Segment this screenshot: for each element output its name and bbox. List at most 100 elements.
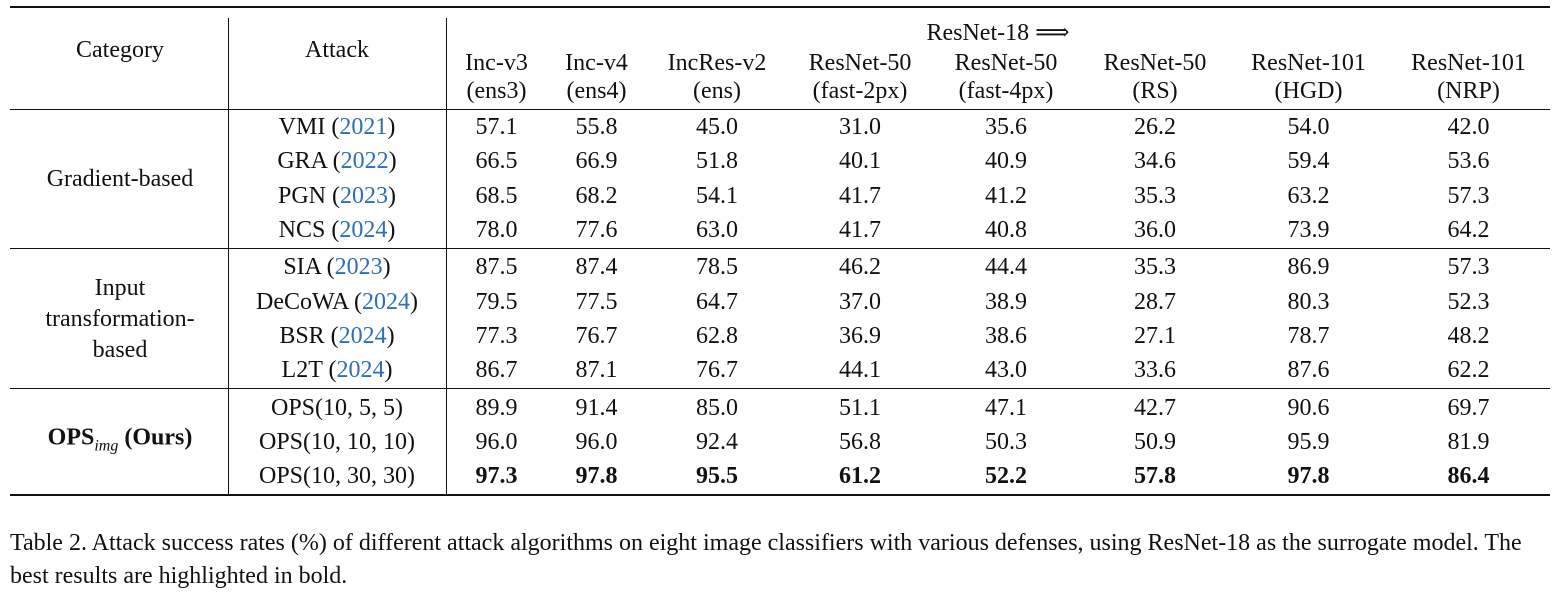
cell: 96.0	[575, 428, 618, 455]
attack-text: OPS(10, 30, 30)	[258, 463, 416, 490]
cell: 97.8	[575, 463, 618, 490]
rule	[10, 494, 1550, 497]
cell: 97.3	[475, 463, 518, 490]
attack: VMI (2021)	[279, 113, 396, 141]
cell: 52.2	[985, 463, 1027, 490]
category-text: OPS	[47, 424, 95, 451]
cell: 35.3	[1134, 182, 1176, 209]
cell: 34.6	[1134, 148, 1176, 175]
attack-text: PGN (	[277, 182, 341, 209]
cell: 44.4	[985, 254, 1027, 281]
cell: 90.6	[1287, 394, 1330, 421]
attack-text: OPS(10, 10, 10)	[258, 428, 416, 455]
cell: 46.2	[839, 254, 881, 281]
attack: OPS(10, 10, 10)	[259, 428, 415, 456]
column-header: Inc-v3	[465, 50, 528, 76]
cell: 66.5	[475, 148, 518, 175]
category: OPSimg (Ours)	[48, 423, 193, 460]
cell: 69.7	[1447, 394, 1490, 421]
cell: 77.6	[575, 217, 618, 244]
category: transformation-	[45, 305, 195, 332]
attack: SIA (2023)	[283, 253, 390, 281]
cell: 43.0	[985, 357, 1027, 384]
attack-text: )	[387, 217, 396, 244]
cell: 66.9	[575, 148, 618, 175]
caption: Table 2. Attack success rates (%) of dif…	[10, 530, 1522, 589]
attack-text: )	[409, 288, 418, 315]
attack: NCS (2024)	[279, 216, 396, 244]
attack-text: L2T (	[281, 357, 337, 384]
cell: 38.6	[985, 322, 1027, 349]
cell: 85.0	[696, 394, 738, 421]
attack-text: NCS (	[278, 217, 340, 244]
cell: 27.1	[1134, 322, 1176, 349]
cell: 73.9	[1287, 217, 1330, 244]
cell: 89.9	[475, 394, 518, 421]
cell: 41.7	[839, 182, 881, 209]
cell: 81.9	[1447, 428, 1490, 455]
citation: 2023	[340, 182, 389, 209]
cell: 36.0	[1134, 217, 1176, 244]
rule	[10, 109, 1550, 110]
cell: 45.0	[696, 114, 738, 141]
category: Input	[94, 274, 146, 301]
attack-text: BSR (	[279, 322, 339, 349]
category-text: (Ours)	[118, 424, 193, 451]
citation: 2023	[334, 254, 383, 281]
attack-text: GRA (	[277, 148, 341, 175]
cell: 86.7	[475, 357, 518, 384]
cell: 77.3	[475, 322, 518, 349]
cell: 48.2	[1447, 322, 1490, 349]
cell: 38.9	[985, 288, 1027, 315]
cell: 42.0	[1447, 114, 1490, 141]
cell: 54.1	[696, 182, 738, 209]
cell: 41.7	[839, 217, 881, 244]
column-header: ResNet-50	[808, 50, 912, 76]
citation: 2024	[336, 357, 385, 384]
cell: 78.0	[475, 217, 518, 244]
attack-header: Attack	[305, 37, 369, 63]
cell: 51.8	[696, 148, 738, 175]
column-header: Inc-v4	[565, 50, 628, 76]
cell: 96.0	[475, 428, 518, 455]
category-text: img	[94, 437, 119, 455]
cell: 64.7	[696, 288, 738, 315]
attack-text: VMI (	[278, 114, 340, 141]
cell: 57.3	[1447, 182, 1490, 209]
citation: 2021	[339, 114, 388, 141]
cell: 57.8	[1134, 463, 1176, 490]
cell: 64.2	[1447, 217, 1490, 244]
cell: 76.7	[696, 357, 738, 384]
cell: 50.9	[1134, 428, 1176, 455]
cell: 63.2	[1287, 182, 1330, 209]
category-header: Category	[76, 37, 164, 63]
column-header: IncRes-v2	[667, 50, 767, 76]
cell: 52.3	[1447, 288, 1490, 315]
column-header: (ens4)	[566, 78, 627, 104]
column-header: (ens)	[693, 78, 741, 104]
column-header: ResNet-50	[1103, 50, 1207, 76]
attack: OPS(10, 5, 5)	[271, 394, 403, 422]
cell: 35.3	[1134, 254, 1176, 281]
attack: OPS(10, 30, 30)	[259, 462, 415, 490]
cell: 86.4	[1447, 463, 1490, 490]
cell: 95.9	[1287, 428, 1330, 455]
cell: 92.4	[696, 428, 738, 455]
cell: 77.5	[575, 288, 618, 315]
cell: 35.6	[985, 114, 1027, 141]
category: based	[92, 336, 148, 363]
attack: GRA (2022)	[277, 147, 396, 175]
cell: 57.1	[475, 114, 518, 141]
cell: 42.7	[1134, 394, 1176, 421]
cell: 95.5	[696, 463, 738, 490]
cell: 26.2	[1134, 114, 1176, 141]
cell: 33.6	[1134, 357, 1176, 384]
cell: 51.1	[839, 394, 881, 421]
cell: 36.9	[839, 322, 881, 349]
cell: 44.1	[839, 357, 881, 384]
column-header: (HGD)	[1274, 78, 1343, 104]
attack: BSR (2024)	[279, 322, 394, 350]
attack-text: )	[388, 148, 397, 175]
group-header: ResNet-18 ⟹	[926, 20, 1070, 46]
